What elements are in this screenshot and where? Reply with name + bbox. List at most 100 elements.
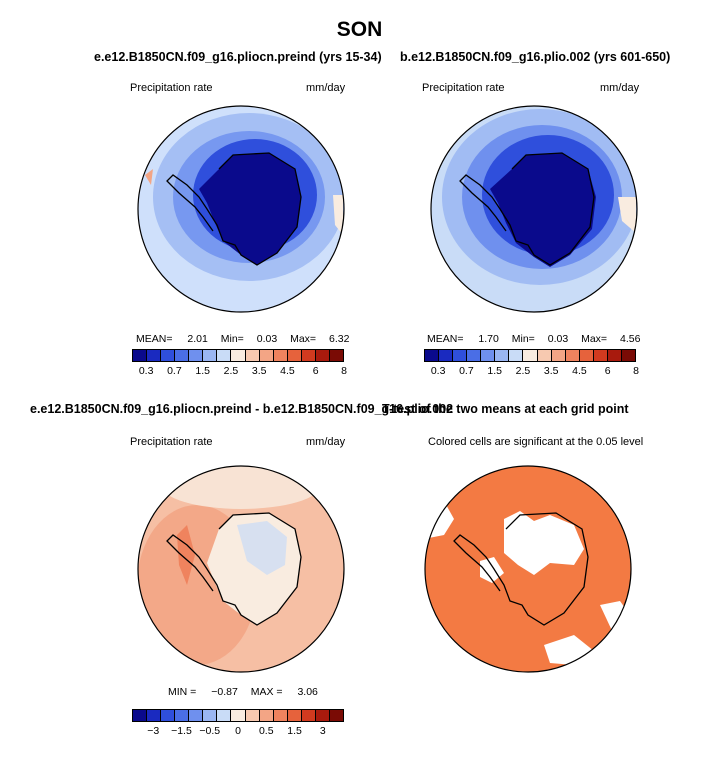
- min-value: 0.03: [547, 333, 569, 345]
- colorbar-swatch: [509, 350, 524, 361]
- panel-2-colorbar: [424, 349, 636, 362]
- colorbar-swatch: [593, 350, 608, 361]
- colorbar-swatch: [453, 350, 468, 361]
- panel-2-antarctic-field: [490, 153, 596, 267]
- panel-2-title: b.e12.B1850CN.f09_g16.plio.002 (yrs 601-…: [400, 50, 671, 64]
- colorbar-swatch: [551, 350, 566, 361]
- colorbar-swatch: [273, 350, 288, 361]
- panel-3-units: mm/day: [306, 436, 346, 448]
- colorbar-tick-label: 3.5: [543, 365, 559, 377]
- colorbar-tick-label: 0.5: [258, 725, 274, 737]
- panel-2-stats: MEAN= 1.70 Min= 0.03 Max= 4.56: [427, 333, 640, 345]
- colorbar-swatch: [175, 710, 190, 721]
- colorbar-swatch: [161, 350, 176, 361]
- colorbar-swatch: [301, 350, 316, 361]
- colorbar-swatch: [565, 350, 580, 361]
- panel-1-units: mm/day: [306, 82, 346, 94]
- colorbar-tick-label: 1.5: [287, 725, 302, 737]
- panel-1-left-label: Precipitation rate: [130, 82, 213, 94]
- colorbar-swatch: [273, 710, 288, 721]
- panel-1-antarctic-field: [199, 153, 301, 265]
- colorbar-swatch: [607, 350, 622, 361]
- colorbar-tick-label: 6: [604, 365, 611, 377]
- colorbar-tick-label: 6: [312, 365, 319, 377]
- min-value: −0.87: [211, 686, 238, 698]
- colorbar-swatch: [245, 350, 260, 361]
- colorbar-swatch: [217, 350, 232, 361]
- colorbar-swatch: [189, 350, 204, 361]
- max-value: 6.32: [328, 333, 350, 345]
- colorbar-swatch: [259, 710, 274, 721]
- colorbar-swatch: [287, 710, 302, 721]
- colorbar-swatch: [133, 710, 148, 721]
- panel-3-coastline: [166, 512, 302, 626]
- colorbar-tick-label: 0.3: [430, 365, 446, 377]
- mean-label: MEAN=: [136, 333, 173, 345]
- panel-1-colorbar-ticks: 0.3 0.7 1.5 2.5 3.5 4.5 6 8: [132, 365, 347, 379]
- panel-1-colorbar: [132, 349, 344, 362]
- colorbar-swatch: [495, 350, 510, 361]
- panel-3-colorbar: [132, 709, 344, 722]
- mean-value: 1.70: [478, 333, 499, 345]
- colorbar-tick-label: 3: [319, 725, 326, 737]
- colorbar-swatch: [189, 710, 204, 721]
- colorbar-tick-label: 1.5: [487, 365, 502, 377]
- panel-3-title: e.e12.B1850CN.f09_g16.pliocn.preind - b.…: [30, 402, 454, 416]
- colorbar-tick-label: 1.5: [195, 365, 210, 377]
- min-label: Min=: [511, 333, 535, 345]
- colorbar-swatch: [315, 350, 330, 361]
- colorbar-tick-label: 2.5: [223, 365, 239, 377]
- colorbar-swatch: [315, 710, 330, 721]
- max-label: MAX =: [250, 686, 283, 698]
- panel-2-colorbar-ticks: 0.3 0.7 1.5 2.5 3.5 4.5 6 8: [424, 365, 639, 379]
- colorbar-swatch: [203, 350, 218, 361]
- panel-1-polar-map: [137, 105, 345, 313]
- colorbar-tick-label: 8: [341, 365, 347, 377]
- panel-1-coastline: [166, 152, 302, 266]
- max-value: 3.06: [297, 686, 318, 698]
- colorbar-swatch: [287, 350, 302, 361]
- colorbar-swatch: [439, 350, 454, 361]
- colorbar-tick-label: 0.7: [459, 365, 474, 377]
- panel-4-title: T-test of the two means at each grid poi…: [382, 402, 629, 416]
- colorbar-swatch: [133, 350, 148, 361]
- min-value: 0.03: [256, 333, 278, 345]
- panel-3-stats: MIN = −0.87 MAX = 3.06: [168, 686, 318, 698]
- panel-2-coastline: [459, 152, 595, 266]
- min-label: MIN =: [168, 686, 197, 698]
- colorbar-swatch: [329, 710, 343, 721]
- colorbar-swatch: [537, 350, 552, 361]
- max-label: Max=: [581, 333, 608, 345]
- max-value: 4.56: [619, 333, 641, 345]
- panel-2-polar-map: [430, 105, 638, 313]
- colorbar-tick-label: 0.7: [167, 365, 182, 377]
- panel-4-coastline: [453, 512, 589, 626]
- colorbar-tick-label: 3.5: [251, 365, 267, 377]
- colorbar-swatch: [147, 350, 162, 361]
- colorbar-tick-label: −0.5: [199, 725, 221, 737]
- colorbar-swatch: [231, 350, 246, 361]
- colorbar-swatch: [203, 710, 218, 721]
- figure-title: SON: [336, 18, 383, 41]
- colorbar-swatch: [425, 350, 440, 361]
- colorbar-tick-label: −3: [147, 725, 160, 737]
- colorbar-swatch: [217, 710, 232, 721]
- colorbar-swatch: [329, 350, 343, 361]
- colorbar-swatch: [579, 350, 594, 361]
- colorbar-swatch: [161, 710, 176, 721]
- colorbar-swatch: [231, 710, 246, 721]
- colorbar-tick-label: 8: [633, 365, 639, 377]
- panel-1-stats: MEAN= 2.01 Min= 0.03 Max= 6.32: [136, 333, 349, 345]
- colorbar-swatch: [175, 350, 190, 361]
- panel-1-title: e.e12.B1850CN.f09_g16.pliocn.preind (yrs…: [94, 50, 382, 64]
- colorbar-tick-label: −1.5: [171, 725, 192, 737]
- panel-4-subtitle: Colored cells are significant at the 0.0…: [428, 436, 644, 448]
- panel-3-polar-map: [137, 465, 345, 673]
- colorbar-swatch: [523, 350, 538, 361]
- max-label: Max=: [290, 333, 317, 345]
- colorbar-swatch: [245, 710, 260, 721]
- colorbar-swatch: [259, 350, 274, 361]
- colorbar-swatch: [147, 710, 162, 721]
- panel-2-left-label: Precipitation rate: [422, 82, 505, 94]
- min-label: Min=: [220, 333, 244, 345]
